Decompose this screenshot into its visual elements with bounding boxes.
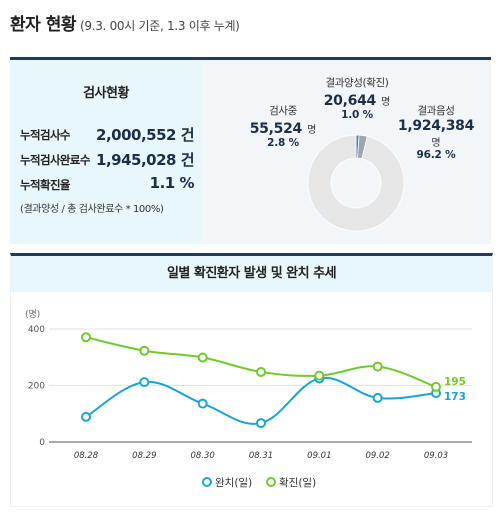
page-subtitle: (9.3. 00시 기준, 1.3 이후 누계)	[79, 19, 240, 33]
data-point-recovered	[197, 398, 208, 409]
stat-label: 누적검사완료수	[20, 153, 90, 167]
stat-value: 2,000,552 건	[96, 126, 194, 144]
negative-stat: 결과음성 1,924,384 명 96.2 %	[386, 103, 486, 161]
positive-value: 20,644	[323, 93, 377, 109]
negative-pct: 96.2 %	[416, 149, 456, 161]
data-point-confirmed	[372, 361, 383, 372]
stat-label: 누적확진율	[20, 178, 71, 192]
donut-slice-negative	[307, 134, 405, 232]
legend-label-confirmed: 확진(일)	[279, 476, 316, 489]
testing-unit: 명	[307, 125, 317, 136]
testing-pct: 2.8 %	[267, 137, 299, 149]
testing-value: 55,524	[249, 121, 303, 137]
stat-value: 1,945,028 건	[96, 151, 194, 169]
testing-label: 검사중	[269, 105, 297, 117]
data-point-confirmed	[314, 370, 325, 381]
positive-rate-note: (결과양성 / 총 검사완료수 * 100%)	[20, 204, 164, 215]
stat-row-positive-rate: 누적확진율 1.1 %	[20, 174, 198, 194]
donut-panel: 결과양성(확진) 20,644 명 1.0 % 검사중 55,524 명 2.8…	[202, 60, 491, 244]
page-header: 환자 현황 (9.3. 00시 기준, 1.3 이후 누계)	[10, 10, 491, 40]
legend-marker-confirmed	[266, 477, 276, 487]
page-title: 환자 현황	[10, 15, 76, 35]
trend-chart-panel: 일별 확진환자 발생 및 완치 추세 (명) 0 200 400 08.28 08.2…	[10, 253, 493, 507]
negative-label: 결과음성	[417, 105, 455, 117]
trend-chart: (명) 0 200 400 08.28 08.29 08.30 08.31 09.01 09.…	[25, 309, 472, 489]
x-tick-label: 09.03	[424, 451, 448, 461]
data-point-confirmed	[197, 352, 208, 363]
positive-stat: 결과양성(확진) 20,644 명 1.0 %	[302, 75, 412, 121]
negative-unit: 명	[431, 138, 441, 149]
data-point-confirmed	[256, 366, 266, 377]
y-tick-label: 200	[28, 382, 45, 392]
stat-label: 누적검사수	[20, 128, 71, 142]
x-tick-label: 09.02	[365, 451, 389, 461]
x-tick-label: 08.29	[132, 451, 156, 461]
x-tick-label: 08.31	[249, 451, 273, 461]
legend-marker-recovered	[202, 477, 212, 487]
data-point-recovered	[139, 377, 150, 388]
y-axis-label: (명)	[25, 309, 40, 320]
positive-pct: 1.0 %	[341, 109, 373, 121]
end-value-label-confirmed: 195	[444, 376, 466, 388]
testing-summary: 검사현황 누적검사수 2,000,552 건 누적검사완료수 1,945,028…	[10, 60, 202, 244]
series-line-confirmed	[85, 336, 437, 388]
data-point-recovered	[256, 418, 266, 429]
stat-value: 1.1 %	[149, 174, 195, 192]
positive-label: 결과양성(확진)	[325, 77, 389, 89]
stat-row-completed-tests: 누적검사완료수 1,945,028 건	[20, 149, 198, 169]
x-tick-label: 09.01	[307, 451, 331, 461]
negative-value: 1,924,384	[397, 118, 475, 134]
series-line-recovered	[85, 376, 437, 425]
y-tick-label: 0	[39, 438, 45, 448]
x-tick-label: 08.30	[190, 451, 214, 461]
data-point-confirmed	[81, 332, 91, 343]
end-value-label-recovered: 173	[444, 391, 466, 403]
x-tick-label: 08.28	[74, 451, 99, 461]
positive-unit: 명	[381, 97, 391, 108]
data-point-confirmed	[139, 345, 150, 356]
data-point-recovered	[81, 411, 91, 422]
testing-status-panel: 검사현황 누적검사수 2,000,552 건 누적검사완료수 1,945,028…	[10, 57, 491, 244]
data-point-confirmed	[431, 381, 441, 392]
y-tick-label: 400	[28, 325, 45, 335]
legend-label-recovered: 완치(일)	[215, 476, 252, 489]
testing-title: 검사현황	[83, 86, 129, 101]
testing-stat: 검사중 55,524 명 2.8 %	[238, 103, 328, 149]
donut-chart	[307, 134, 405, 232]
data-point-recovered	[372, 392, 383, 403]
stat-row-total-tests: 누적검사수 2,000,552 건	[20, 124, 198, 144]
chart-title: 일별 확진환자 발생 및 완치 추세	[11, 256, 492, 292]
